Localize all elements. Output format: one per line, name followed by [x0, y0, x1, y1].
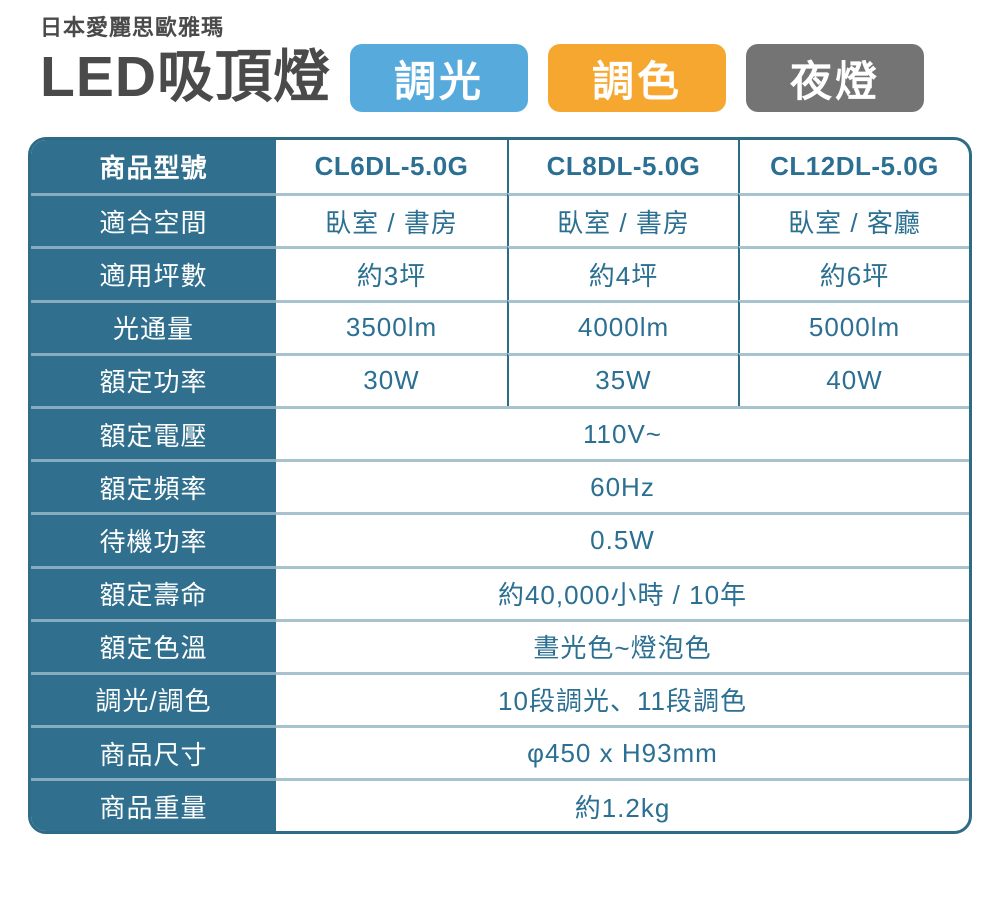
title-row: LED吸頂燈 調光 調色 夜燈 [40, 44, 972, 112]
feature-badges: 調光 調色 夜燈 [350, 44, 924, 112]
brand-name: 日本愛麗思歐雅瑪 [40, 15, 225, 40]
spec-table: 商品型號 CL6DL-5.0G CL8DL-5.0G CL12DL-5.0G 適… [28, 137, 972, 835]
row-label-lumen: 光通量 [31, 299, 276, 353]
area-col-2: 約4坪 [507, 246, 738, 300]
product-spec-page: 日本愛麗思歐雅瑪 LED吸頂燈 調光 調色 夜燈 商品型號 CL6DL-5.0G… [28, 10, 972, 835]
frequency-value: 60Hz [276, 459, 969, 512]
room-col-2: 臥室 / 書房 [507, 193, 738, 247]
area-col-3: 約6坪 [738, 246, 969, 300]
row-label-lifespan: 額定壽命 [31, 565, 276, 619]
standby-value: 0.5W [276, 512, 969, 565]
power-col-3: 40W [738, 352, 969, 406]
badge-color-tuning: 調色 [548, 44, 726, 112]
row-label-model: 商品型號 [31, 140, 276, 194]
room-col-1: 臥室 / 書房 [276, 193, 507, 246]
row-label-voltage: 額定電壓 [31, 405, 276, 460]
room-col-3: 臥室 / 客廳 [738, 193, 969, 247]
model-col-3: CL12DL-5.0G [738, 140, 969, 194]
row-label-frequency: 額定頻率 [31, 459, 276, 513]
dimming-steps-value: 10段調光、11段調色 [276, 671, 969, 725]
model-col-2: CL8DL-5.0G [507, 140, 738, 194]
power-col-2: 35W [507, 352, 738, 406]
row-label-color-temp: 額定色溫 [31, 618, 276, 672]
row-label-weight: 商品重量 [31, 778, 276, 832]
lumen-col-1: 3500lm [276, 299, 507, 353]
page-title: LED吸頂燈 [40, 45, 331, 110]
lumen-col-3: 5000lm [738, 299, 969, 353]
power-col-1: 30W [276, 352, 507, 406]
model-col-1: CL6DL-5.0G [314, 151, 469, 182]
color-temp-value: 晝光色~燈泡色 [276, 618, 969, 672]
row-label-dimensions: 商品尺寸 [31, 725, 276, 779]
row-label-area: 適用坪數 [31, 246, 276, 300]
row-label-power: 額定功率 [31, 352, 276, 406]
lifespan-value: 約40,000小時 / 10年 [276, 565, 969, 619]
badge-dimming: 調光 [350, 44, 528, 112]
voltage-value: 110V~ [276, 405, 969, 459]
row-label-standby: 待機功率 [31, 512, 276, 566]
weight-value: 約1.2kg [276, 778, 969, 831]
area-col-1: 約3坪 [276, 246, 507, 299]
dimensions-value: φ450 x H93mm [276, 725, 969, 778]
header-block: 日本愛麗思歐雅瑪 LED吸頂燈 調光 調色 夜燈 [28, 10, 972, 112]
row-label-dimming-steps: 調光/調色 [31, 671, 276, 726]
badge-night-light: 夜燈 [746, 44, 924, 112]
row-label-room: 適合空間 [31, 193, 276, 247]
lumen-col-2: 4000lm [507, 299, 738, 353]
